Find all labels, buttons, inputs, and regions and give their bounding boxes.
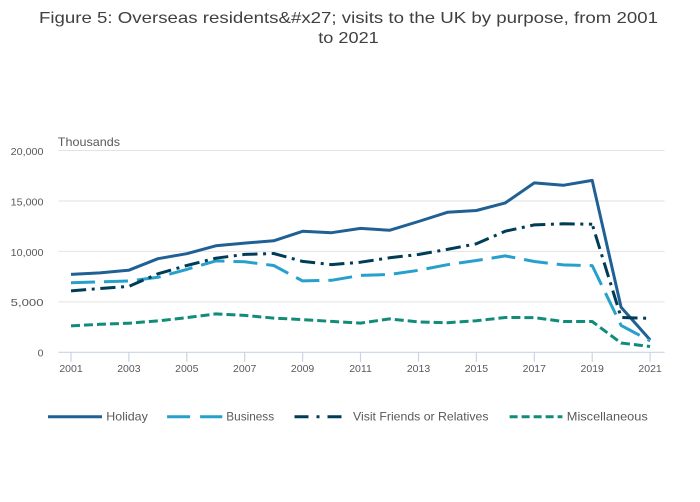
svg-text:10,000: 10,000 <box>11 247 44 259</box>
svg-text:to 2021: to 2021 <box>318 30 379 47</box>
svg-text:2017: 2017 <box>523 363 547 375</box>
svg-text:Visit Friends or Relatives: Visit Friends or Relatives <box>353 410 489 424</box>
svg-text:2011: 2011 <box>349 363 372 375</box>
svg-text:2015: 2015 <box>465 363 489 375</box>
svg-text:Thousands: Thousands <box>58 135 120 149</box>
svg-text:Holiday: Holiday <box>106 410 148 424</box>
svg-text:2005: 2005 <box>175 363 199 375</box>
svg-text:2003: 2003 <box>117 363 141 375</box>
svg-text:2019: 2019 <box>581 363 605 375</box>
svg-text:2021: 2021 <box>638 363 662 375</box>
svg-text:5,000: 5,000 <box>11 297 44 309</box>
svg-text:2009: 2009 <box>291 363 315 375</box>
svg-text:0: 0 <box>38 348 44 360</box>
svg-text:2013: 2013 <box>407 363 431 375</box>
svg-text:15,000: 15,000 <box>11 196 44 208</box>
svg-text:Figure 5: Overseas residents&#: Figure 5: Overseas residents&#x27; visit… <box>39 10 658 27</box>
svg-text:Business: Business <box>226 410 274 424</box>
svg-text:20,000: 20,000 <box>11 146 44 158</box>
svg-text:Miscellaneous: Miscellaneous <box>567 410 648 424</box>
svg-text:2007: 2007 <box>233 363 257 375</box>
svg-text:2001: 2001 <box>59 363 83 375</box>
